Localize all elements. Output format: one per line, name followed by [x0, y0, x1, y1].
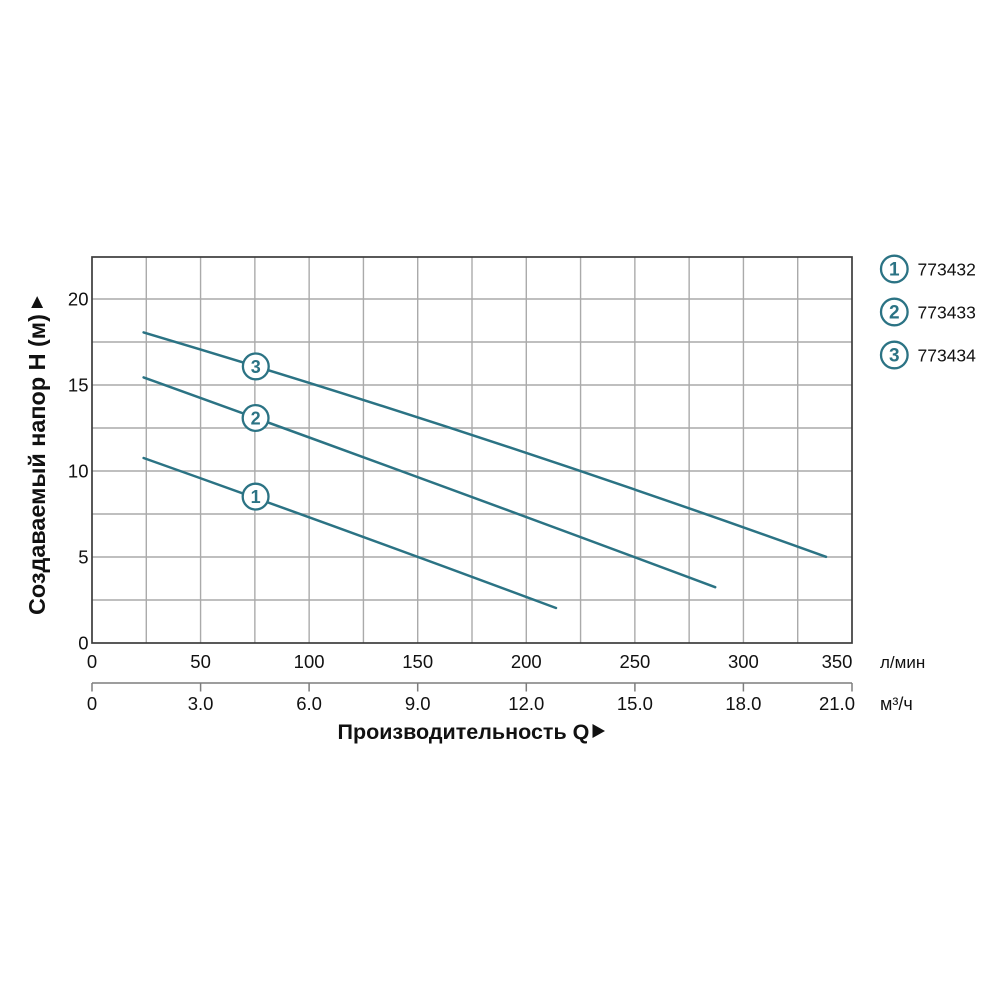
svg-text:15.0: 15.0	[617, 693, 653, 714]
svg-text:250: 250	[619, 651, 650, 672]
svg-text:10: 10	[68, 461, 89, 482]
svg-text:3.0: 3.0	[188, 693, 214, 714]
svg-text:3: 3	[889, 346, 900, 367]
svg-text:350: 350	[822, 651, 853, 672]
svg-text:2: 2	[251, 409, 261, 429]
svg-text:6.0: 6.0	[296, 693, 322, 714]
svg-text:9.0: 9.0	[405, 693, 431, 714]
svg-text:20: 20	[68, 289, 89, 310]
svg-text:12.0: 12.0	[508, 693, 544, 714]
svg-text:100: 100	[294, 651, 325, 672]
svg-text:5: 5	[78, 547, 88, 568]
svg-text:0: 0	[87, 651, 97, 672]
svg-text:773434: 773434	[918, 346, 977, 366]
svg-text:150: 150	[402, 651, 433, 672]
svg-text:773432: 773432	[918, 260, 976, 280]
svg-text:2: 2	[889, 303, 900, 324]
svg-text:300: 300	[728, 651, 759, 672]
svg-text:1: 1	[889, 260, 900, 281]
svg-text:50: 50	[190, 651, 211, 672]
svg-text:15: 15	[68, 375, 89, 396]
svg-text:200: 200	[511, 651, 542, 672]
svg-text:1: 1	[251, 487, 261, 507]
svg-text:0: 0	[87, 693, 97, 714]
svg-text:л/мин: л/мин	[880, 653, 925, 672]
svg-text:21.0: 21.0	[819, 693, 855, 714]
svg-text:773433: 773433	[918, 303, 976, 323]
svg-text:Производительность Q: Производительность Q	[338, 720, 590, 744]
svg-text:3: 3	[251, 357, 261, 377]
svg-text:0: 0	[78, 633, 88, 654]
svg-text:Создаваемый напор H (м): Создаваемый напор H (м)	[24, 314, 50, 615]
svg-text:м³/ч: м³/ч	[880, 694, 913, 714]
svg-text:18.0: 18.0	[725, 693, 761, 714]
